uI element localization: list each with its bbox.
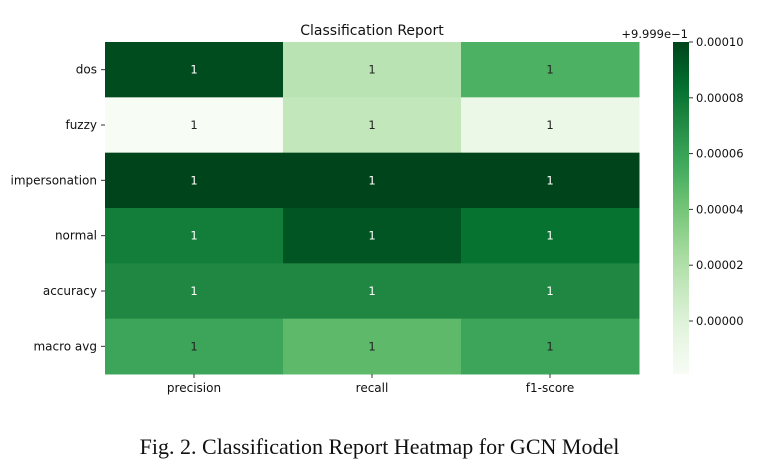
figure-caption: Fig. 2. Classification Report Heatmap fo… (139, 434, 620, 459)
cell-value-label: 1 (190, 173, 197, 187)
cell-value-label: 1 (546, 284, 553, 298)
cell-value-label: 1 (546, 229, 553, 243)
column-label: precision (167, 381, 221, 395)
heatmap-cell (461, 318, 640, 375)
column-label: recall (356, 381, 389, 395)
cell-value-label: 1 (190, 229, 197, 243)
heatmap-chart: Classification Report 1 1 11 1 11 1 11 1 11 1 11 1 1… (11, 23, 744, 395)
cell-value-label: 1 (546, 339, 553, 353)
column-labels: precision recall f1-score (167, 373, 574, 395)
heatmap-cell (283, 318, 462, 375)
cell-value-label: 1 (190, 63, 197, 77)
row-label: dos (76, 63, 97, 77)
colorbar-tick-label: 0.00000 (696, 314, 744, 328)
cell-value-label: 1 (368, 63, 375, 77)
heatmap-cell (105, 42, 284, 98)
heatmap-cell (461, 42, 640, 98)
cell-value-label: 1 (368, 339, 375, 353)
cell-value-label: 1 (368, 229, 375, 243)
heatmap-cell (283, 152, 462, 209)
column-label: f1-score (526, 381, 574, 395)
row-labels: dos fuzzy impersonation normal accuracy macro… (11, 63, 105, 353)
colorbar-tick-label: 0.00002 (696, 258, 744, 272)
heatmap-cell (283, 42, 462, 98)
cell-value-label: 1 (368, 284, 375, 298)
heatmap-cell (461, 97, 640, 154)
heatmap-cell (283, 207, 462, 264)
colorbar: 0.00000 0.00002 0.00004 0.00006 0.00008 0.000… (673, 35, 744, 374)
row-label: impersonation (11, 173, 98, 187)
cell-value-label: 1 (546, 63, 553, 77)
colorbar-offset-label: +9.999e−1 (621, 27, 688, 41)
cell-value-label: 1 (546, 118, 553, 132)
cell-value-label: 1 (368, 173, 375, 187)
heatmap-cell (105, 318, 284, 375)
heatmap-cell (283, 263, 462, 320)
heatmap-cells: 1 1 1 1 1 1 1 1 1 1 1 1 1 1 1 1 1 1 (105, 42, 640, 375)
cell-value-label: 1 (546, 173, 553, 187)
chart-title: Classification Report (300, 23, 444, 39)
cell-value-label: 1 (190, 339, 197, 353)
colorbar-tick-label: 0.00008 (696, 91, 744, 105)
heatmap-cell (105, 97, 284, 154)
heatmap-cell (105, 207, 284, 264)
heatmap-cell (105, 263, 284, 320)
colorbar-tick-label: 0.00010 (696, 35, 744, 49)
row-label: fuzzy (65, 118, 97, 132)
row-label: macro avg (33, 339, 97, 353)
cell-value-label: 1 (368, 118, 375, 132)
heatmap-cell (105, 152, 284, 209)
heatmap-cell (461, 152, 640, 209)
cell-value-label: 1 (190, 118, 197, 132)
heatmap-cell (461, 207, 640, 264)
colorbar-tick-label: 0.00006 (696, 147, 744, 161)
colorbar-tick-label: 0.00004 (696, 202, 744, 216)
heatmap-cell (461, 263, 640, 320)
row-label: normal (55, 229, 97, 243)
colorbar-gradient (673, 42, 689, 374)
cell-value-label: 1 (190, 284, 197, 298)
heatmap-cell (283, 97, 462, 154)
row-label: accuracy (43, 284, 97, 298)
